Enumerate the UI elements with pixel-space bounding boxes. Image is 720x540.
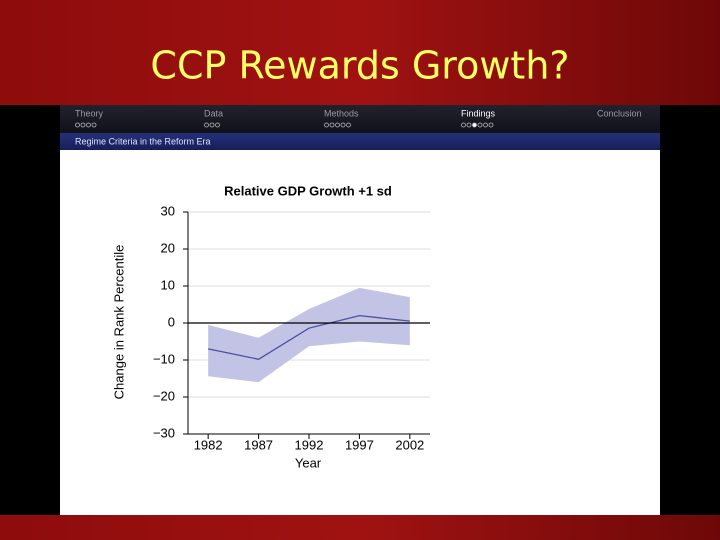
nav-dot [346, 122, 351, 128]
section-title: Regime Criteria in the Reform Era [75, 136, 211, 146]
y-tick-label: 20 [161, 240, 175, 255]
section-bar [60, 133, 660, 150]
nav-dot [86, 122, 91, 128]
nav-dot [477, 122, 483, 128]
y-tick-label: −20 [153, 388, 175, 403]
axes [187, 212, 430, 435]
nav-bar [60, 105, 660, 133]
chart: Relative GDP Growth +1 sd Year Change in… [111, 183, 430, 470]
nav-dot [215, 122, 220, 128]
nav-dot [335, 122, 340, 128]
nav-dot [75, 122, 80, 128]
nav-dot [340, 122, 346, 128]
nav-item: Conclusion [597, 108, 642, 118]
line [208, 314, 410, 360]
nav-item: Methods [324, 108, 359, 118]
chart-title: Relative GDP Growth +1 sd [224, 183, 392, 198]
nav-dot [461, 122, 466, 128]
y-tick-label: −30 [153, 425, 175, 440]
y-tick-label: −10 [153, 351, 175, 366]
nav-dot [209, 122, 215, 128]
nav-dot [488, 122, 494, 128]
nav-dot [472, 122, 477, 128]
x-axis-label: Year [295, 455, 322, 470]
x-tick-label: 1987 [244, 437, 273, 452]
y-axis-label: Change in Rank Percentile [111, 245, 126, 400]
nav-dot [329, 122, 335, 128]
nav-dot [80, 122, 86, 128]
x-tick-label: 1997 [345, 437, 374, 452]
nav-dot [483, 122, 488, 128]
x-tick-label: 1992 [295, 437, 324, 452]
nav: Theory Data Methods Findings Conclusion [75, 108, 642, 128]
nav-item: Findings [461, 108, 496, 118]
nav-dot [204, 122, 209, 128]
nav-item: Data [204, 108, 223, 118]
y-tick-label: 30 [161, 203, 175, 218]
slide-title: CCP Rewards Growth? [150, 44, 569, 88]
y-tick-label: 0 [168, 314, 175, 329]
nav-item: Theory [75, 108, 104, 118]
nav-dot [324, 122, 329, 128]
nav-dot [91, 122, 97, 128]
x-tick-label: 2002 [395, 437, 424, 452]
x-tick-label: 1982 [194, 437, 223, 452]
y-tick-label: 10 [161, 277, 175, 292]
nav-dot [466, 122, 472, 128]
